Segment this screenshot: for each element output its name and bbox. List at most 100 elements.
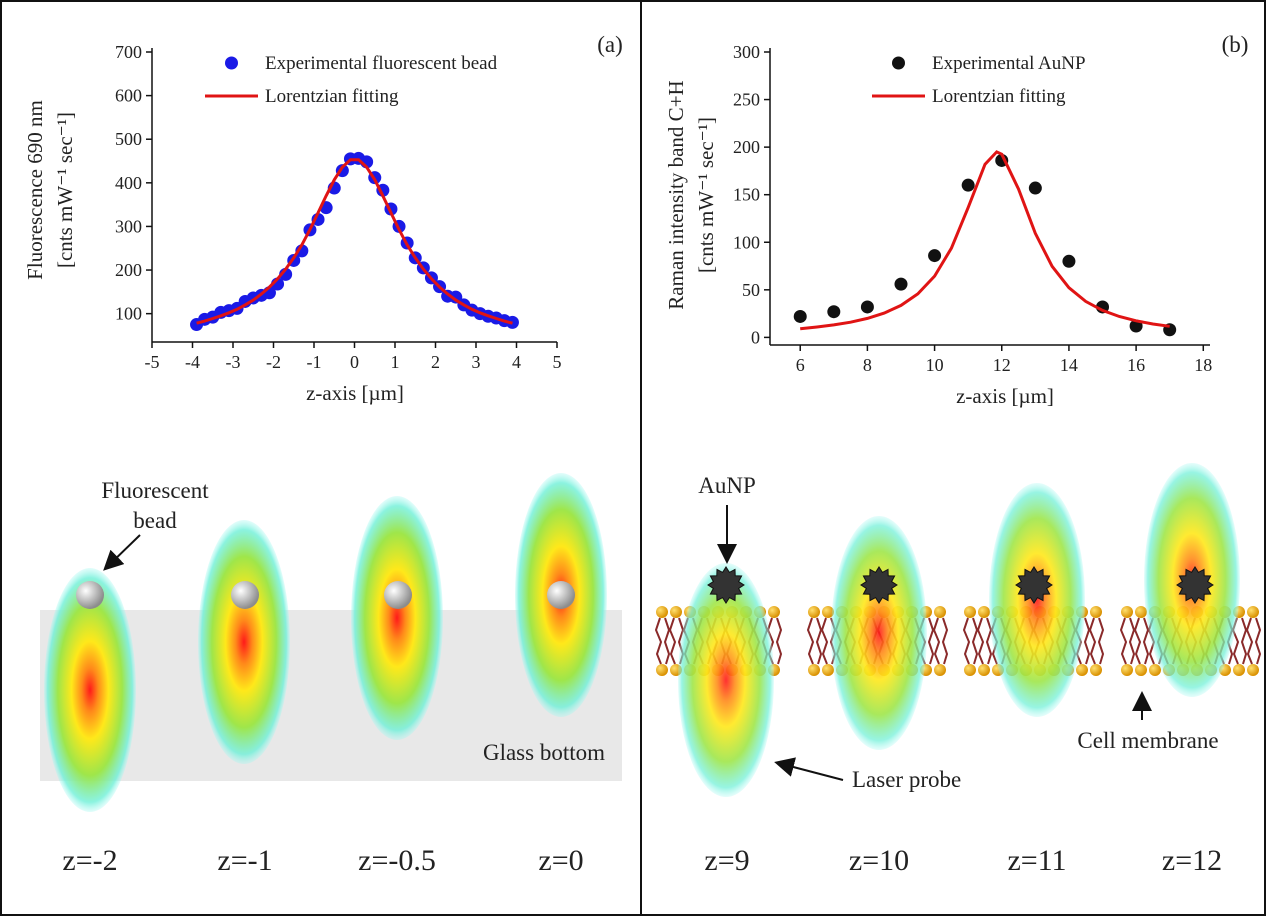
lipid-head xyxy=(1121,664,1133,676)
lipid-head xyxy=(1090,606,1102,618)
y-tick-label: 500 xyxy=(115,129,142,149)
lipid-tail xyxy=(976,617,993,665)
nanoparticle xyxy=(1015,566,1053,604)
lipid-head xyxy=(808,664,820,676)
beam xyxy=(989,483,1085,717)
data-point xyxy=(928,249,942,263)
position-label: z=-0.5 xyxy=(358,844,436,877)
bead-label: bead xyxy=(133,508,177,533)
y-tick-label: 150 xyxy=(733,185,760,205)
lipid-head xyxy=(656,606,668,618)
bead xyxy=(384,581,412,609)
charts: -5 -4 -3 -2 -1 0 1 2 3 4 5100200300400500600700Flu… xyxy=(23,32,1248,408)
bead xyxy=(231,581,259,609)
data-point xyxy=(1062,254,1076,268)
y-tick-label: 300 xyxy=(733,42,760,62)
panel-label: (b) xyxy=(1222,32,1249,57)
data-point xyxy=(827,305,841,319)
y-axis-label: Raman intensity band C+H xyxy=(664,80,688,309)
lipid-head xyxy=(670,606,682,618)
y-tick-label: 700 xyxy=(115,42,142,62)
lipid-tail xyxy=(1119,617,1136,665)
data-point xyxy=(1028,181,1042,195)
lipid-head xyxy=(768,606,780,618)
chart: -5 -4 -3 -2 -1 0 1 2 3 4 5 100 200 300 400 500 600 700 Flu… xyxy=(23,32,623,405)
x-tick-label: 10 xyxy=(926,355,944,375)
y-tick-label: 50 xyxy=(742,280,760,300)
lipid-head xyxy=(1076,664,1088,676)
lipid-head xyxy=(822,664,834,676)
position-label: z=12 xyxy=(1162,844,1222,877)
legend-label: Lorentzian fitting xyxy=(265,86,399,107)
x-tick-label: 18 xyxy=(1194,355,1212,375)
beam xyxy=(44,568,136,812)
beam xyxy=(831,516,927,750)
lipid-tail xyxy=(806,617,823,665)
x-tick-label: 14 xyxy=(1060,355,1078,375)
lipid-head xyxy=(1121,606,1133,618)
x-tick-label: -1 xyxy=(307,352,322,372)
data-point xyxy=(860,300,874,314)
y-tick-label: 100 xyxy=(733,232,760,252)
lipid-tail xyxy=(1088,617,1105,665)
legend-label: Lorentzian fitting xyxy=(932,86,1066,107)
lipid-head xyxy=(1135,606,1147,618)
x-tick-label: 0 xyxy=(350,352,359,372)
lipid-head xyxy=(1247,606,1259,618)
y-tick-label: 0 xyxy=(751,327,760,347)
illustration-b: AuNP Laser probe Cell membrane z=9 z=10 … xyxy=(654,463,1262,877)
x-tick-label: 1 xyxy=(391,352,400,372)
nanoparticle xyxy=(707,566,745,604)
position-label: z=10 xyxy=(849,844,909,877)
lipid-head xyxy=(1090,664,1102,676)
lipid-head xyxy=(1135,664,1147,676)
probe-label: Laser probe xyxy=(852,767,961,792)
chart: 6 8 10 12 14 16 18 0 50 100 150 200 250 300 Raman inte… xyxy=(664,32,1248,408)
nanoparticle xyxy=(1176,566,1214,604)
x-tick-label: -5 xyxy=(145,352,160,372)
y-tick-label: 600 xyxy=(115,86,142,106)
lipid-head xyxy=(1247,664,1259,676)
nanoparticle xyxy=(860,566,898,604)
x-tick-label: 4 xyxy=(512,352,521,372)
beam xyxy=(678,563,774,797)
x-tick-label: 3 xyxy=(472,352,481,372)
fit-line xyxy=(800,150,1170,331)
lipid-head xyxy=(934,664,946,676)
membrane-label: Cell membrane xyxy=(1077,728,1218,753)
lipid-head xyxy=(822,606,834,618)
arrow xyxy=(103,534,141,571)
lipid-tail xyxy=(1133,617,1150,665)
x-tick-label: 5 xyxy=(553,352,562,372)
beam xyxy=(351,496,443,740)
panel-label: (a) xyxy=(597,32,623,57)
y-tick-label: 400 xyxy=(115,173,142,193)
position-label: z=0 xyxy=(538,844,583,877)
data-point xyxy=(894,277,908,291)
y-tick-label: 200 xyxy=(115,260,142,280)
y-axis-label: Fluorescence 690 nm xyxy=(23,100,47,280)
lipid-head xyxy=(808,606,820,618)
bead xyxy=(76,581,104,609)
illustration-a: Fluorescent bead Glass bottom z=-2 z=-1 … xyxy=(40,473,622,877)
y-tick-label: 200 xyxy=(733,137,760,157)
lipid-head xyxy=(656,664,668,676)
lipid-head xyxy=(964,606,976,618)
lipid-head xyxy=(1233,664,1245,676)
position-label: z=-1 xyxy=(217,844,272,877)
x-tick-label: 12 xyxy=(993,355,1011,375)
fit-line xyxy=(196,158,513,325)
y-axis-label: [cnts mW⁻¹ sec⁻¹] xyxy=(694,117,718,273)
x-axis-label: z-axis [µm] xyxy=(956,384,1054,408)
beam xyxy=(198,520,290,764)
legend-label: Experimental fluorescent bead xyxy=(265,53,498,74)
data-point xyxy=(961,178,975,192)
particle-label: AuNP xyxy=(698,473,756,498)
bead-label: Fluorescent xyxy=(101,478,209,503)
lipid-head xyxy=(978,664,990,676)
y-tick-label: 300 xyxy=(115,216,142,236)
x-tick-label: -2 xyxy=(266,352,281,372)
x-tick-label: 6 xyxy=(796,355,805,375)
x-tick-label: 8 xyxy=(863,355,872,375)
